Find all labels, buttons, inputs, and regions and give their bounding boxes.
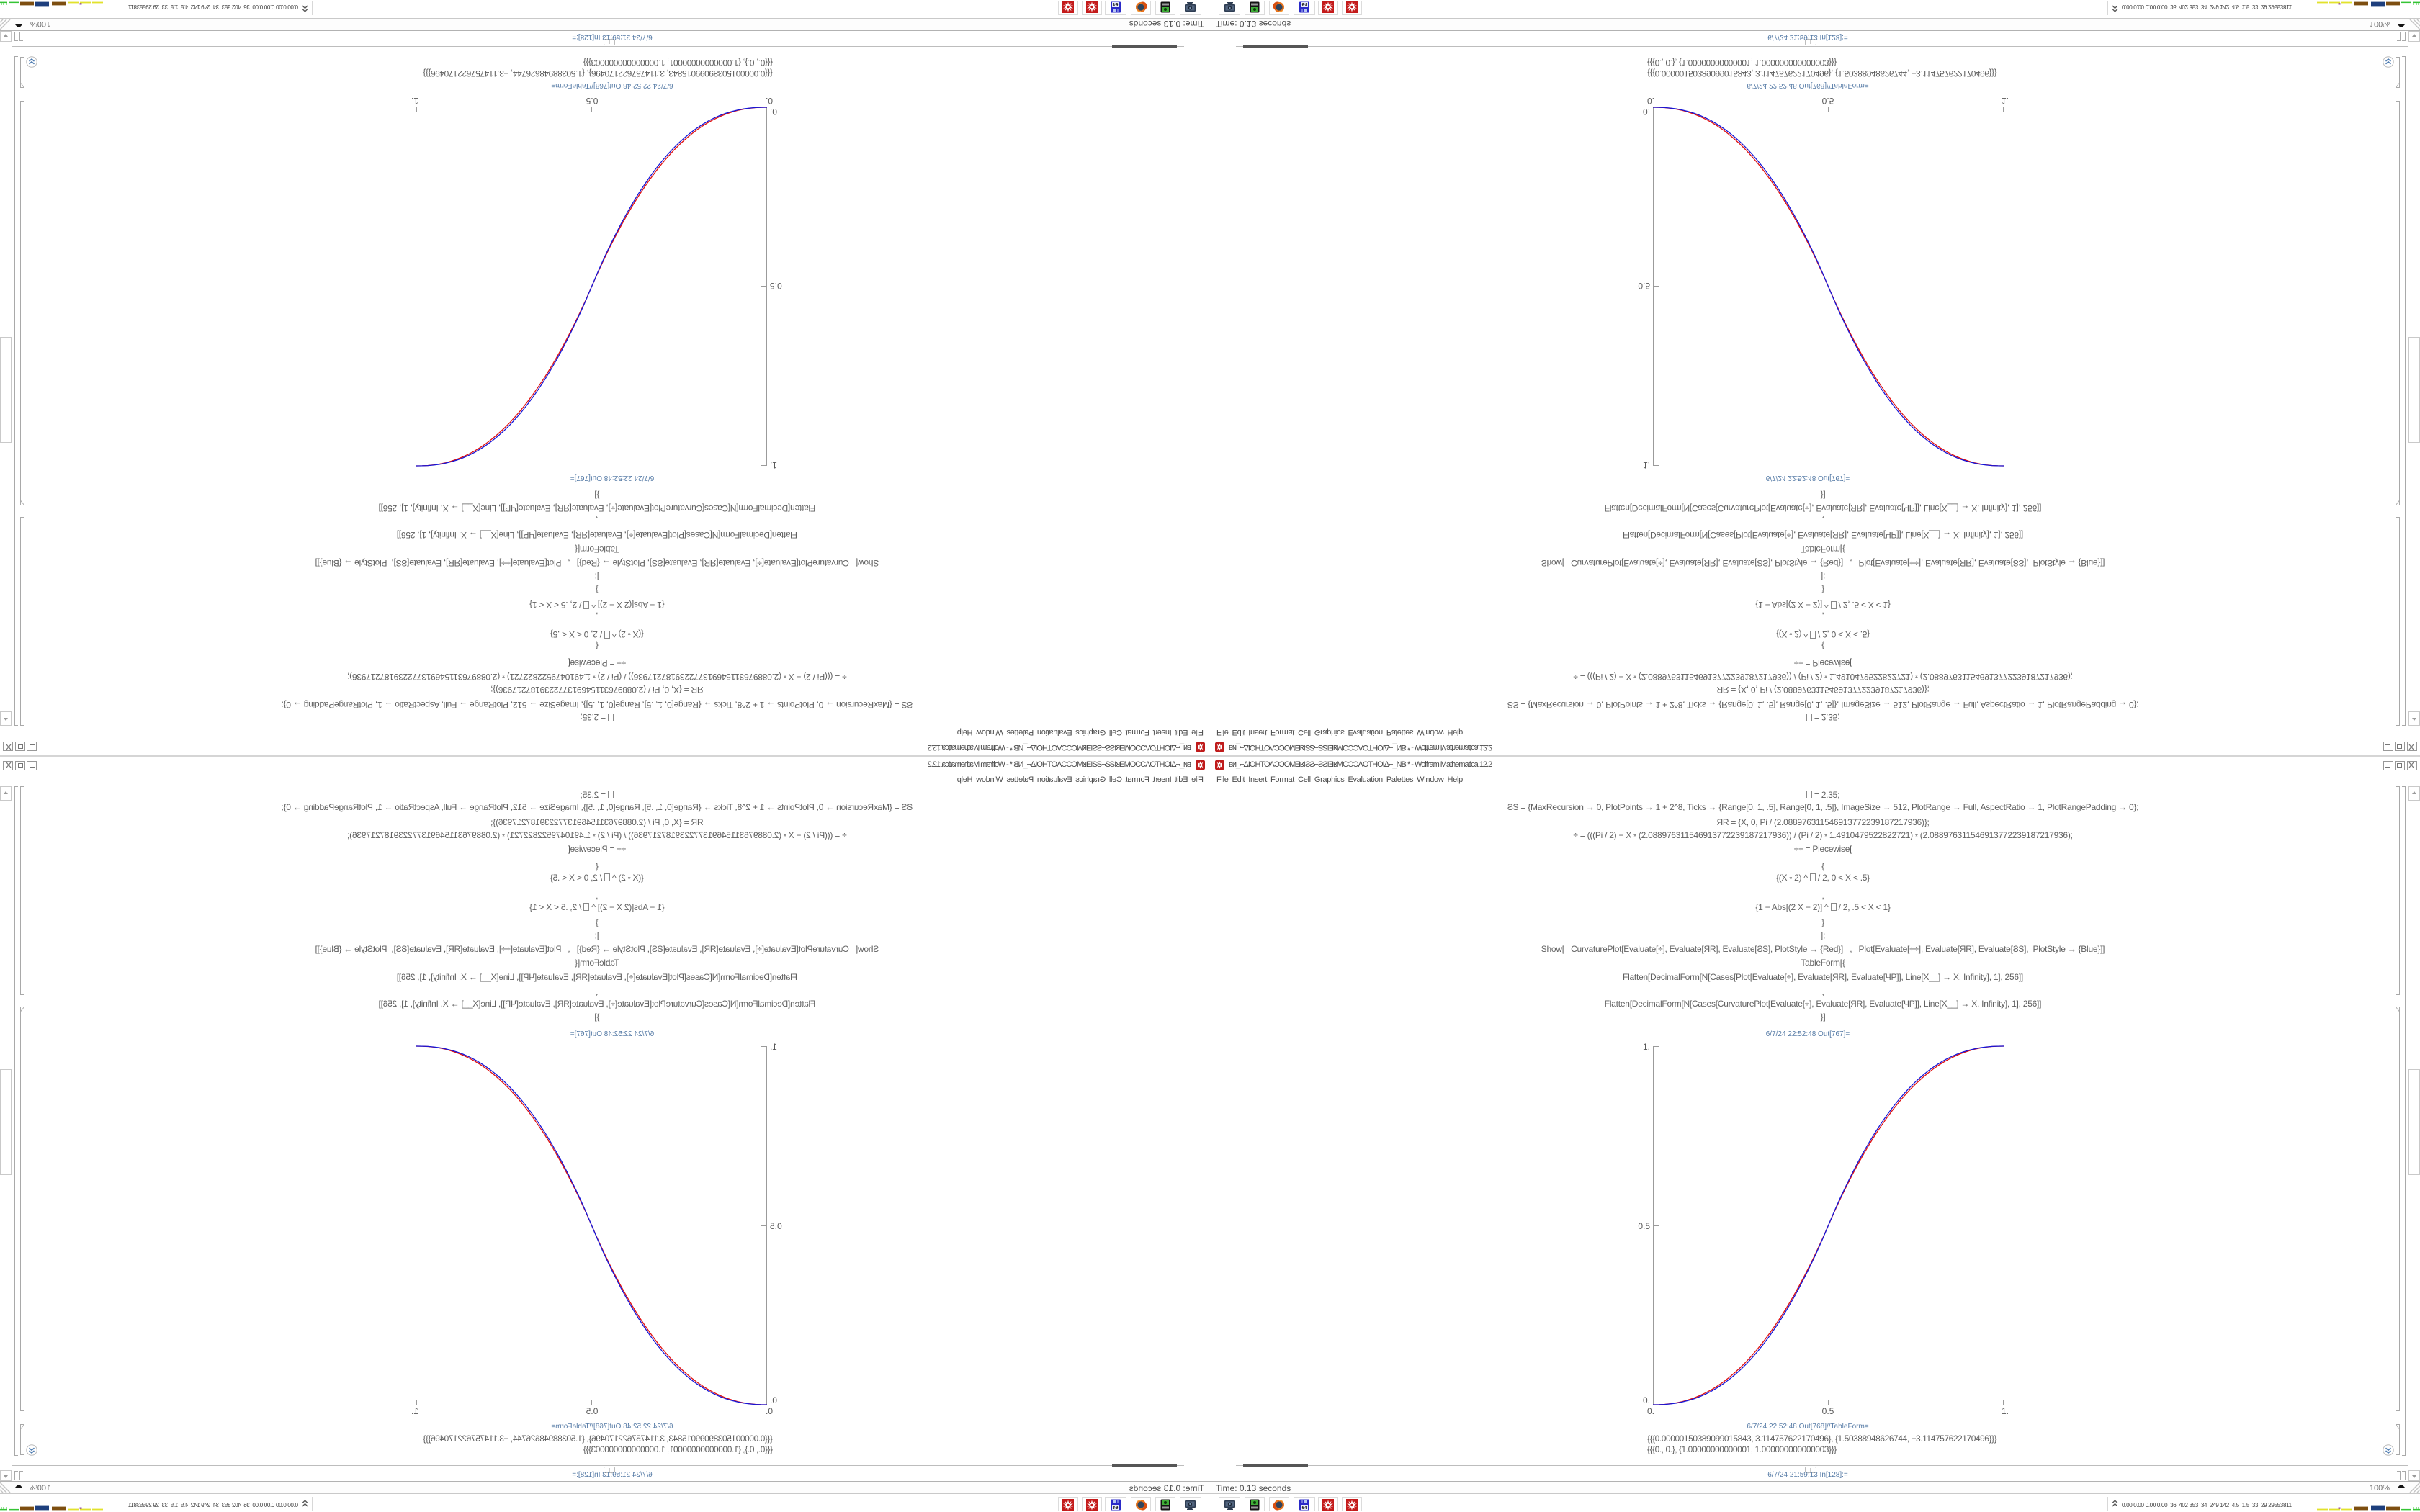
svg-text:1.: 1. (770, 1043, 777, 1052)
svg-text:0.5: 0.5 (1638, 1221, 1650, 1231)
svg-text:0.: 0. (770, 107, 777, 117)
svg-text:1.: 1. (2002, 96, 2009, 106)
svg-text:0.: 0. (1647, 1406, 1654, 1416)
svg-text:0.5: 0.5 (1822, 96, 1834, 106)
svg-text:1.: 1. (1643, 460, 1650, 469)
svg-text:0.: 0. (766, 96, 773, 106)
svg-text:1.: 1. (1643, 1043, 1650, 1052)
svg-text:0.5: 0.5 (1638, 281, 1650, 291)
svg-text:1.: 1. (770, 460, 777, 469)
svg-text:1.: 1. (411, 1406, 418, 1416)
svg-text:64: 64 (1302, 1, 1307, 6)
svg-text:0.: 0. (1643, 1395, 1650, 1405)
svg-text:0.5: 0.5 (586, 96, 598, 106)
svg-text:0.: 0. (1643, 107, 1650, 117)
svg-text:0.: 0. (766, 1406, 773, 1416)
svg-text:0.: 0. (1647, 96, 1654, 106)
svg-text:64: 64 (1302, 1506, 1307, 1511)
svg-text:1.: 1. (411, 96, 418, 106)
svg-text:0.5: 0.5 (770, 281, 782, 291)
svg-text:0.5: 0.5 (586, 1406, 598, 1416)
svg-text:64: 64 (1113, 1506, 1118, 1511)
svg-text:64: 64 (1113, 1, 1118, 6)
svg-text:0.: 0. (770, 1395, 777, 1405)
svg-text:1.: 1. (2002, 1406, 2009, 1416)
svg-text:0.5: 0.5 (1822, 1406, 1834, 1416)
svg-text:0.5: 0.5 (770, 1221, 782, 1231)
